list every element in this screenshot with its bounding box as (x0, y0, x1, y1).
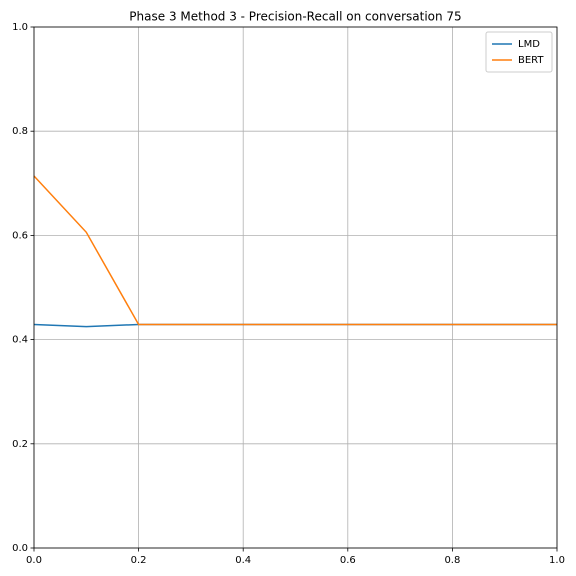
y-tick-label: 0.4 (12, 335, 28, 346)
plot-frame (33, 26, 558, 549)
line-series (33, 175, 557, 326)
legend-box (485, 31, 553, 73)
y-tick-label: 1.0 (12, 22, 28, 33)
y-tick-label: 0.6 (12, 230, 28, 241)
x-tick-label: 0.4 (235, 555, 251, 566)
y-tick-label: 0.0 (12, 543, 28, 554)
x-tick-label: 1.0 (549, 555, 565, 566)
x-tick-label: 0.6 (340, 555, 356, 566)
legend-label: LMD (518, 39, 540, 50)
y-tick-label: 0.2 (12, 439, 28, 450)
x-tick-label: 0.2 (131, 555, 147, 566)
y-tick-label: 0.8 (12, 126, 28, 137)
x-tick-label: 0.0 (26, 555, 42, 566)
x-tick-label: 0.8 (444, 555, 460, 566)
chart-title: Phase 3 Method 3 - Precision-Recall on c… (129, 10, 461, 24)
legend-label: BERT (518, 55, 544, 66)
